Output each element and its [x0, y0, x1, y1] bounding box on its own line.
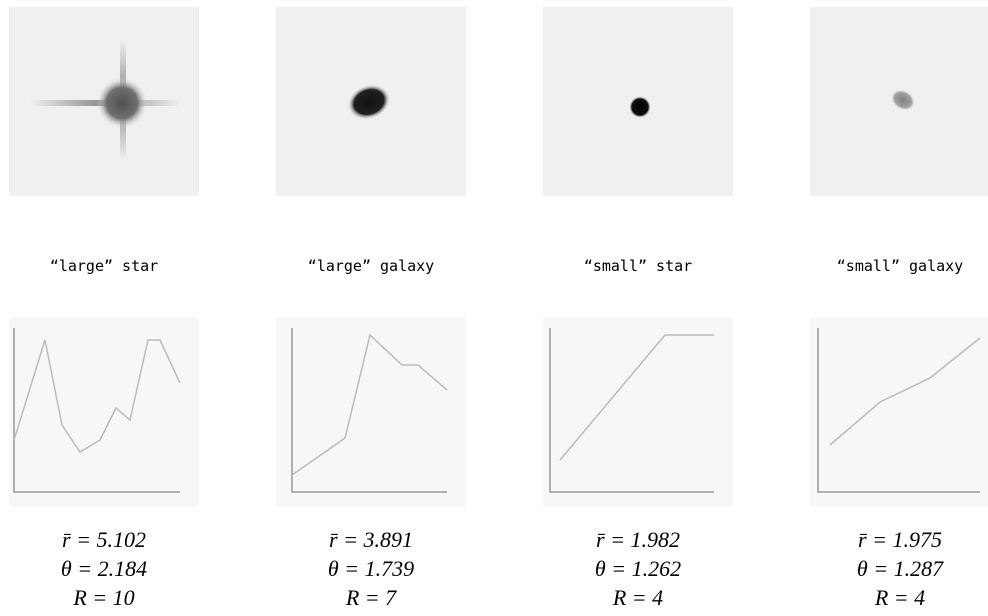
image-small-galaxy — [810, 7, 988, 196]
stat: r̄ = 5.102 — [62, 527, 146, 552]
image-large-star — [9, 7, 199, 196]
stat: θ = 1.287 — [857, 556, 944, 581]
stat: r̄ = 1.982 — [596, 527, 680, 552]
stat: R = 7 — [345, 585, 397, 610]
image-small-star — [543, 7, 733, 196]
stat: R = 10 — [72, 585, 134, 610]
caption: “large” star — [50, 257, 158, 275]
stat: R = 4 — [612, 585, 663, 610]
stat: θ = 2.184 — [61, 556, 147, 581]
profile-plots — [9, 318, 988, 506]
stat: R = 4 — [874, 585, 925, 610]
caption: “small” galaxy — [837, 257, 963, 275]
caption: “large” galaxy — [308, 257, 434, 275]
stat: r̄ = 3.891 — [329, 527, 413, 552]
stat: θ = 1.262 — [595, 556, 681, 581]
stat: θ = 1.739 — [328, 556, 414, 581]
image-large-galaxy — [276, 7, 466, 196]
stat: r̄ = 1.975 — [858, 527, 942, 552]
figure: “large” star “large” galaxy “small” star… — [0, 0, 988, 611]
caption: “small” star — [584, 257, 692, 275]
